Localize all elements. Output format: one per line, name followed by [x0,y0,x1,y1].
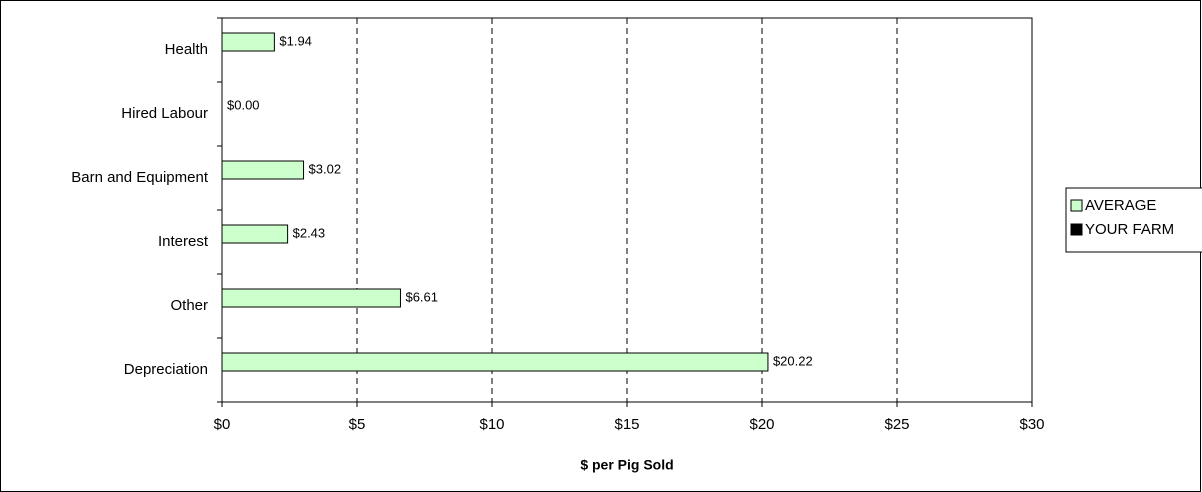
value-label: $20.22 [773,353,813,368]
x-axis-title: $ per Pig Sold [580,457,673,473]
x-tick-label: $30 [1019,416,1044,433]
bar [221,160,305,180]
y-tick-label: Hired Labour [121,105,208,122]
value-label: $0.00 [227,97,260,112]
legend-swatch [1070,199,1083,212]
x-tick-label: $0 [214,416,231,433]
bar [221,288,401,308]
y-tick-label: Barn and Equipment [71,169,209,186]
x-tick-label: $25 [884,416,909,433]
y-tick-label: Interest [158,233,209,250]
x-tick-label: $5 [349,416,366,433]
value-label: $3.02 [309,161,342,176]
value-label: $6.61 [405,289,438,304]
x-tick-label: $20 [749,416,774,433]
legend-box [1065,187,1202,253]
x-tick-label: $15 [614,416,639,433]
x-tick-label: $10 [479,416,504,433]
y-tick-label: Depreciation [124,361,208,378]
bar [221,32,275,52]
y-tick-label: Other [170,297,208,314]
bar [221,352,769,372]
value-label: $2.43 [293,225,326,240]
legend-label: YOUR FARM [1085,221,1174,238]
bar [221,224,289,244]
value-label: $1.94 [279,33,312,48]
legend-label: AVERAGE [1085,197,1156,214]
legend-swatch [1070,223,1083,236]
y-tick-label: Health [165,41,208,58]
